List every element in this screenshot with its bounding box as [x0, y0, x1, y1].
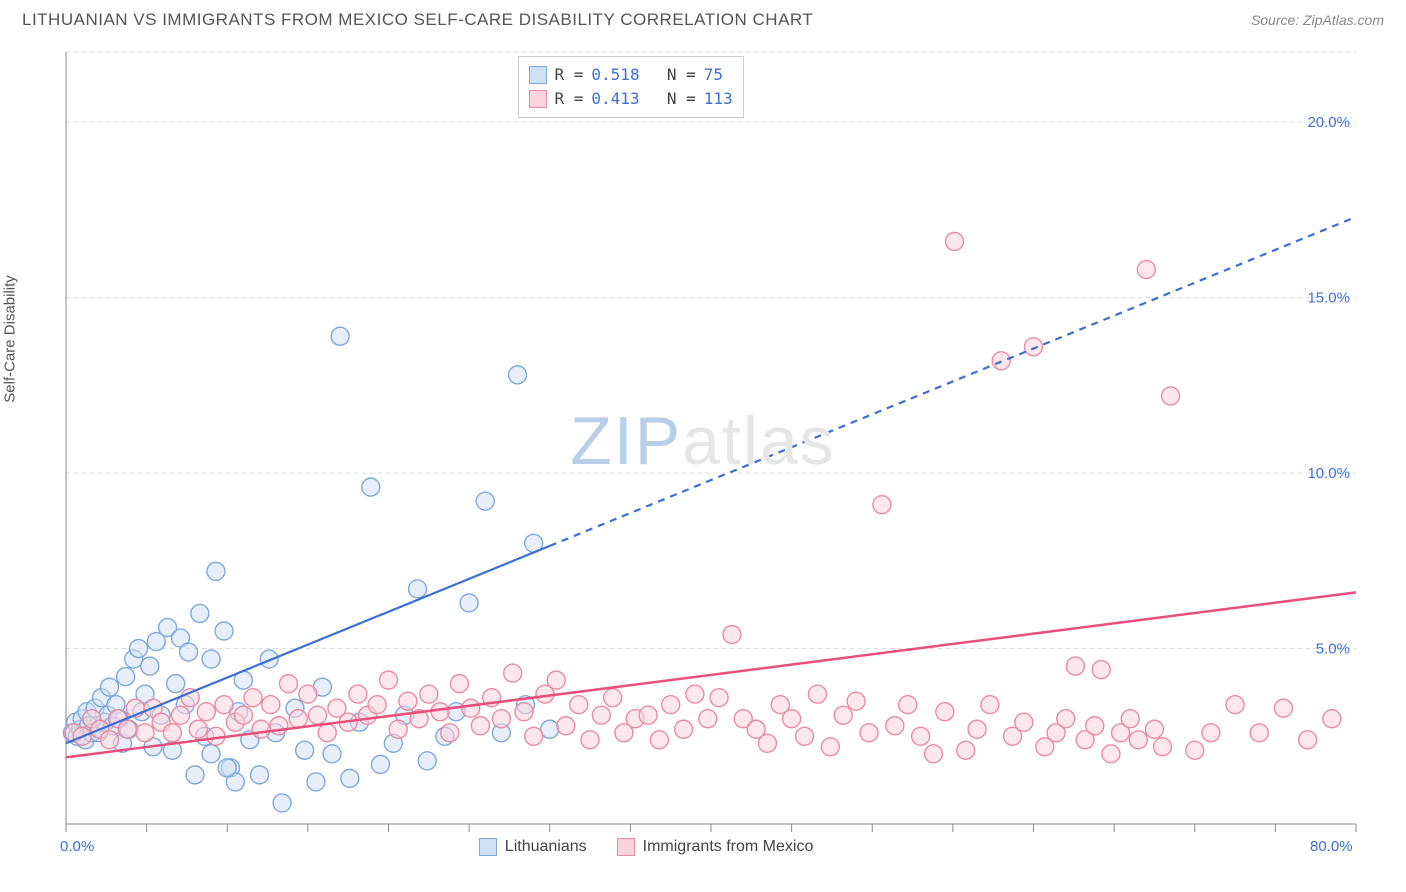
chart-area: Self-Care Disability 5.0%10.0%15.0%20.0%…	[20, 44, 1386, 872]
x-axis-min-label: 0.0%	[60, 838, 94, 855]
y-axis-label: Self-Care Disability	[2, 275, 19, 403]
source-attribution: Source: ZipAtlas.com	[1251, 12, 1384, 28]
svg-text:5.0%: 5.0%	[1316, 641, 1350, 658]
svg-text:20.0%: 20.0%	[1307, 114, 1350, 131]
svg-text:15.0%: 15.0%	[1307, 290, 1350, 307]
series-legend: LithuaniansImmigrants from Mexico	[479, 838, 814, 856]
correlation-stats-legend: R =0.518 N =75R =0.413 N =113	[518, 56, 744, 118]
scatter-chart: 5.0% 10.0% 15.0% 20.0%	[20, 44, 1386, 872]
svg-text:10.0%: 10.0%	[1307, 465, 1350, 482]
chart-title: LITHUANIAN VS IMMIGRANTS FROM MEXICO SEL…	[22, 10, 813, 30]
x-axis-max-label: 80.0%	[1310, 838, 1353, 855]
